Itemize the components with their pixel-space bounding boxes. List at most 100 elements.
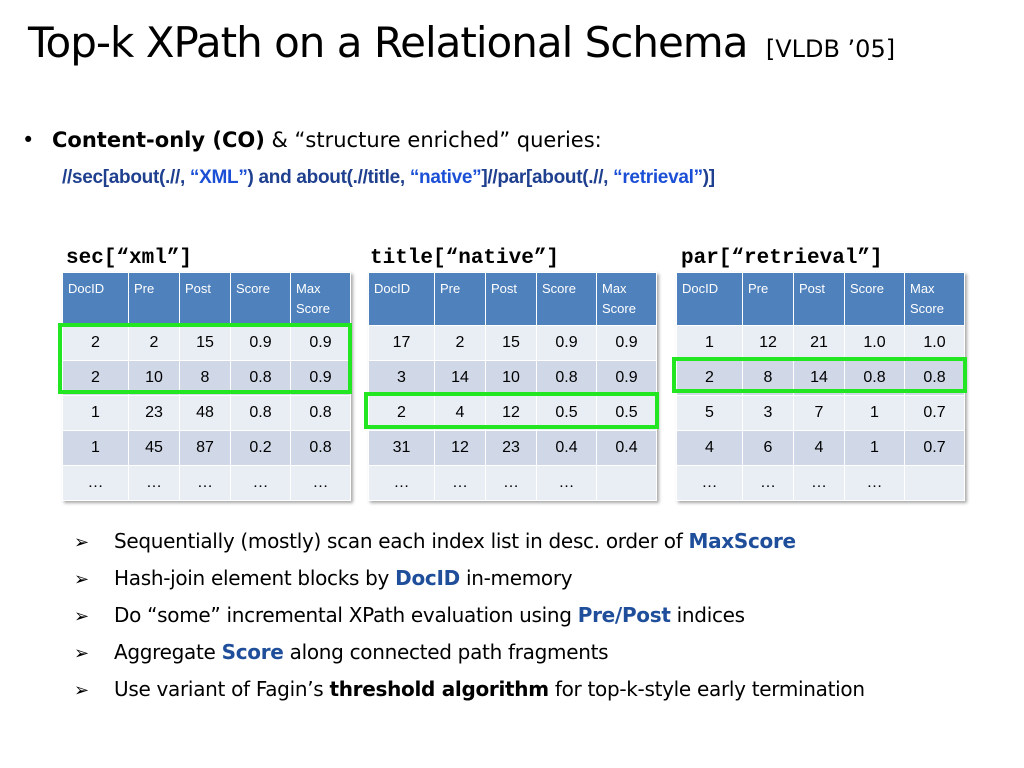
table-cell: 17 — [368, 325, 435, 361]
column-header: Pre — [742, 272, 794, 326]
column-header: Score — [536, 272, 597, 326]
bullet-bold: Content-only (CO) — [52, 128, 265, 152]
header-row: DocID Pre Post Score Max Score — [676, 272, 965, 326]
query-part-4: )] — [702, 167, 715, 188]
sub-point: ➢ Do “some” incremental XPath evaluation … — [74, 603, 745, 627]
title-text: Top-k XPath on a Relational Schema — [28, 18, 748, 67]
point-highlight: Score — [221, 640, 284, 664]
main-bullet: • Content-only (CO) & “structure enriched… — [22, 128, 602, 152]
table-cell: 1 — [844, 430, 905, 466]
table-cell: 0.8 — [290, 395, 351, 431]
point-text: Do “some” incremental XPath evaluation u… — [114, 603, 578, 627]
arrow-bullet-icon: ➢ — [74, 643, 89, 664]
sub-point: ➢ Sequentially (mostly) scan each index l… — [74, 529, 796, 553]
table-cell: 12 — [434, 430, 486, 466]
column-header: Max Score — [596, 272, 657, 326]
table-cell: 0.8 — [290, 430, 351, 466]
table-cell: … — [793, 465, 845, 501]
table-cell: … — [230, 465, 291, 501]
table-label-par: par[“retrieval”] — [681, 247, 883, 270]
column-header: DocID — [368, 272, 435, 326]
table-cell: 48 — [179, 395, 231, 431]
table-cell: 4 — [793, 430, 845, 466]
table-cell: 0.8 — [536, 360, 597, 396]
table-cell: 0.2 — [230, 430, 291, 466]
point-text-end: for top-k-style early termination — [548, 677, 865, 701]
table-row: 3 14 10 0.8 0.9 — [368, 360, 657, 396]
table-cell: 7 — [793, 395, 845, 431]
column-header: Score — [230, 272, 291, 326]
query-keyword-retrieval: “retrieval” — [613, 167, 703, 188]
table-cell: 1 — [62, 430, 129, 466]
point-text-end: in-memory — [459, 566, 573, 590]
table-cell: 15 — [485, 325, 537, 361]
point-text: Sequentially (mostly) scan each index li… — [114, 529, 689, 553]
bullet-rest: & “structure enriched” queries: — [264, 128, 602, 152]
table-cell: 0.4 — [596, 430, 657, 466]
header-row: DocID Pre Post Score Max Score — [62, 272, 351, 326]
arrow-bullet-icon: ➢ — [74, 606, 89, 627]
column-header: Post — [485, 272, 537, 326]
table-cell: … — [62, 465, 129, 501]
table-row: ………… — [368, 465, 657, 501]
table-cell: 10 — [485, 360, 537, 396]
point-text-end: indices — [670, 603, 745, 627]
highlight-par-row — [672, 357, 967, 393]
column-header: DocID — [62, 272, 129, 326]
column-header: Pre — [434, 272, 486, 326]
table-cell: 31 — [368, 430, 435, 466]
table-cell — [904, 465, 965, 501]
table-cell: 14 — [434, 360, 486, 396]
header-row: DocID Pre Post Score Max Score — [368, 272, 657, 326]
table-cell: 4 — [676, 430, 743, 466]
arrow-bullet-icon: ➢ — [74, 532, 89, 553]
table-cell: 3 — [368, 360, 435, 396]
column-header: Score — [844, 272, 905, 326]
slide-title: Top-k XPath on a Relational Schema [VLDB… — [28, 18, 895, 67]
point-text-end: along connected path fragments — [283, 640, 609, 664]
table-cell: 0.7 — [904, 395, 965, 431]
column-header: Post — [179, 272, 231, 326]
table-cell: 15 — [179, 325, 231, 361]
table-cell: 0.8 — [230, 395, 291, 431]
table-cell: 0.9 — [596, 360, 657, 396]
index-table-title: DocID Pre Post Score Max Score 17 2 15 0.9 0.9 3 14… — [368, 272, 657, 501]
table-cell: … — [676, 465, 743, 501]
point-highlight: DocID — [395, 566, 460, 590]
table-cell: 87 — [179, 430, 231, 466]
sub-point: ➢ Hash-join element blocks by DocID in-me… — [74, 566, 573, 590]
table-cell: 2 — [128, 325, 180, 361]
table-cell: … — [434, 465, 486, 501]
table-label-title: title[“native”] — [370, 247, 560, 270]
table-cell: 23 — [128, 395, 180, 431]
arrow-bullet-icon: ➢ — [74, 569, 89, 590]
table-cell: 6 — [742, 430, 794, 466]
table-cell: 1.0 — [844, 325, 905, 361]
table-label-sec: sec[“xml”] — [66, 247, 193, 270]
table-row: 31 12 23 0.4 0.4 — [368, 430, 657, 466]
table-cell: … — [536, 465, 597, 501]
table-cell: 12 — [742, 325, 794, 361]
table-row: 1 45 87 0.2 0.8 — [62, 430, 351, 466]
sub-point: ➢ Aggregate Score along connected path fr… — [74, 640, 609, 664]
column-header: Pre — [128, 272, 180, 326]
arrow-bullet-icon: ➢ — [74, 680, 89, 701]
table-row: 17 2 15 0.9 0.9 — [368, 325, 657, 361]
table-cell: 3 — [742, 395, 794, 431]
table-cell: 21 — [793, 325, 845, 361]
query-keyword-xml: “XML” — [189, 167, 248, 188]
table-cell: … — [485, 465, 537, 501]
point-highlight: Pre/Post — [577, 603, 671, 627]
table-cell: 0.9 — [536, 325, 597, 361]
column-header: Max Score — [290, 272, 351, 326]
query-part-2: ) and about(.//title, — [247, 167, 410, 188]
table-cell: … — [179, 465, 231, 501]
table-cell: … — [368, 465, 435, 501]
table-row: 4 6 4 1 0.7 — [676, 430, 965, 466]
column-header: Post — [793, 272, 845, 326]
highlight-title-row — [364, 392, 659, 429]
table-cell: … — [290, 465, 351, 501]
table-cell: 23 — [485, 430, 537, 466]
table-cell: 1 — [676, 325, 743, 361]
table-cell: 1 — [844, 395, 905, 431]
